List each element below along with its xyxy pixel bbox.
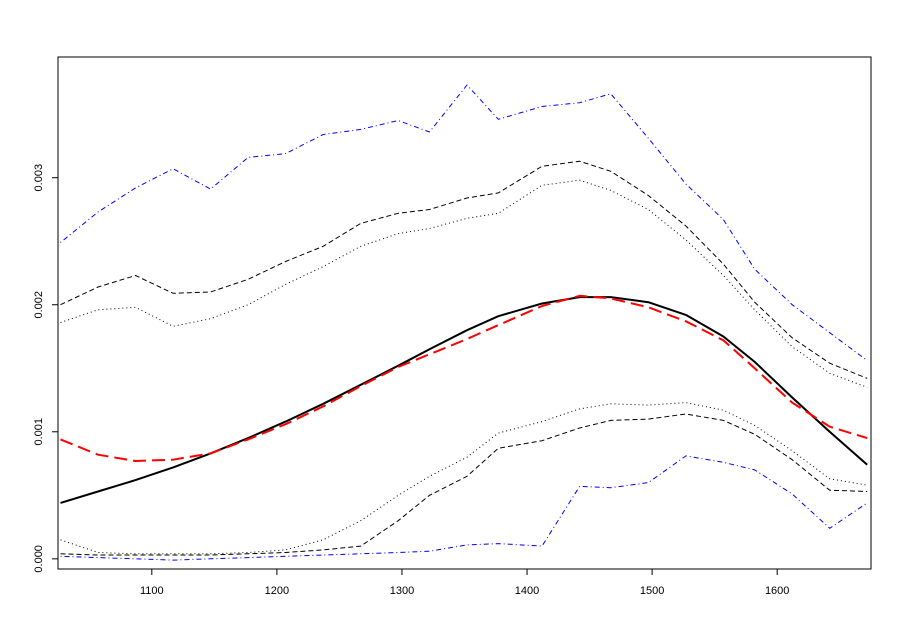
y-axis: 0.000 0.001 0.002 0.003	[33, 164, 59, 573]
series-line-5	[60, 413, 868, 556]
x-axis: 1100 1200 1300 1400 1500 1600	[140, 568, 789, 597]
series-line-8	[60, 455, 868, 561]
series-line-2	[60, 294, 868, 462]
y-tick-label: 0.000	[33, 545, 45, 573]
y-tick-label: 0.001	[33, 418, 45, 446]
plot-frame	[57, 56, 872, 570]
series-line-1	[60, 296, 868, 504]
x-tick-label: 1300	[390, 585, 414, 597]
series-line-6	[60, 402, 868, 555]
x-tick-label: 1200	[265, 585, 289, 597]
x-tick-label: 1500	[640, 585, 664, 597]
y-tick-label: 0.002	[33, 291, 45, 319]
x-tick-label: 1600	[765, 585, 789, 597]
series-line-3	[60, 160, 868, 379]
series-line-4	[60, 179, 868, 388]
series-line-7	[60, 84, 868, 362]
x-tick-label: 1100	[140, 585, 164, 597]
series-layer	[60, 84, 868, 561]
x-tick-label: 1400	[515, 585, 539, 597]
y-tick-label: 0.003	[33, 164, 45, 192]
